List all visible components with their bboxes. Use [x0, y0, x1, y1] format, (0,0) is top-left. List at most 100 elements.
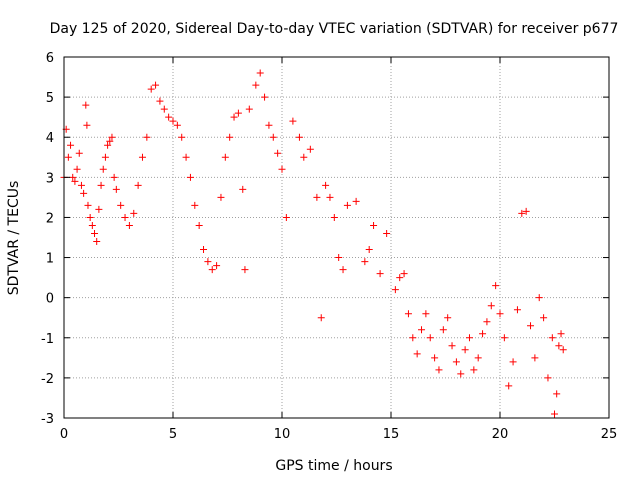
data-point [195, 221, 203, 229]
data-point [313, 193, 321, 201]
data-point [496, 310, 504, 318]
data-point [326, 193, 334, 201]
x-axis-label: GPS time / hours [275, 458, 392, 474]
data-point [513, 306, 521, 314]
y-tick-label: 5 [46, 91, 54, 106]
data-point [518, 209, 526, 217]
data-point [204, 258, 212, 266]
grid [64, 57, 609, 418]
data-point [165, 113, 173, 121]
data-point [75, 149, 83, 157]
data-point [104, 141, 112, 149]
data-point [422, 310, 430, 318]
data-point [383, 229, 391, 237]
data-point [457, 370, 465, 378]
data-point [531, 354, 539, 362]
y-tick-label: 4 [46, 131, 54, 146]
data-point [474, 354, 482, 362]
data-point [147, 85, 155, 93]
data-point [483, 318, 491, 326]
y-tick-label: -2 [41, 372, 54, 387]
data-point [117, 201, 125, 209]
data-point [186, 173, 194, 181]
data-point [84, 201, 92, 209]
data-point [330, 213, 338, 221]
data-point [110, 173, 118, 181]
data-point [69, 173, 77, 181]
y-tick-label: 3 [46, 171, 54, 186]
data-point [418, 326, 426, 334]
data-point [448, 342, 456, 350]
data-point [413, 350, 421, 358]
data-point [535, 294, 543, 302]
data-point [557, 330, 565, 338]
data-point [352, 197, 360, 205]
data-point [465, 334, 473, 342]
data-point [112, 185, 120, 193]
data-point [152, 81, 160, 89]
data-point [95, 205, 103, 213]
data-point [306, 145, 314, 153]
data-point [431, 354, 439, 362]
axis-ticks: 0 5 10 15 20 25 -3 -2 -1 0 1 2 3 4 5 6 [41, 51, 617, 442]
data-point [444, 314, 452, 322]
data-point [492, 282, 500, 290]
data-point [73, 165, 81, 173]
data-point [134, 181, 142, 189]
data-point [71, 177, 79, 185]
data-point [108, 133, 116, 141]
data-point [226, 133, 234, 141]
data-point [335, 254, 343, 262]
x-tick-label: 25 [601, 427, 618, 442]
data-point [439, 326, 447, 334]
data-point [544, 374, 552, 382]
data-point [282, 213, 290, 221]
data-point [470, 366, 478, 374]
data-point [365, 246, 373, 254]
data-point [106, 137, 114, 145]
data-point [121, 213, 129, 221]
data-point [289, 117, 297, 125]
data-point [269, 133, 277, 141]
data-point [77, 181, 85, 189]
data-point [88, 221, 96, 229]
data-point [300, 153, 308, 161]
data-point [82, 101, 90, 109]
data-point [461, 346, 469, 354]
data-point [245, 105, 253, 113]
data-point [452, 358, 460, 366]
data-point [509, 358, 517, 366]
data-point [234, 109, 242, 117]
data-point [265, 121, 273, 129]
data-point [101, 153, 109, 161]
data-point [487, 302, 495, 310]
data-point [361, 258, 369, 266]
x-tick-label: 5 [169, 427, 177, 442]
data-point [278, 165, 286, 173]
data-point [191, 201, 199, 209]
data-point [80, 189, 88, 197]
data-point [241, 266, 249, 274]
data-point [91, 229, 99, 237]
data-point [555, 342, 563, 350]
data-point [500, 334, 508, 342]
y-axis-label: SDTVAR / TECUs [6, 181, 22, 296]
data-point [86, 213, 94, 221]
y-tick-label: 1 [46, 252, 54, 267]
data-point [221, 153, 229, 161]
data-point [540, 314, 548, 322]
data-point [370, 221, 378, 229]
data-point [551, 410, 558, 418]
data-point [559, 346, 567, 354]
x-tick-label: 10 [274, 427, 291, 442]
data-point [67, 141, 75, 149]
data-point [217, 193, 225, 201]
data-point [435, 366, 443, 374]
data-point [404, 310, 412, 318]
data-point [548, 334, 556, 342]
data-point [99, 165, 107, 173]
data-points [60, 69, 567, 418]
y-tick-label: 0 [46, 292, 54, 307]
plot-frame [63, 56, 610, 419]
